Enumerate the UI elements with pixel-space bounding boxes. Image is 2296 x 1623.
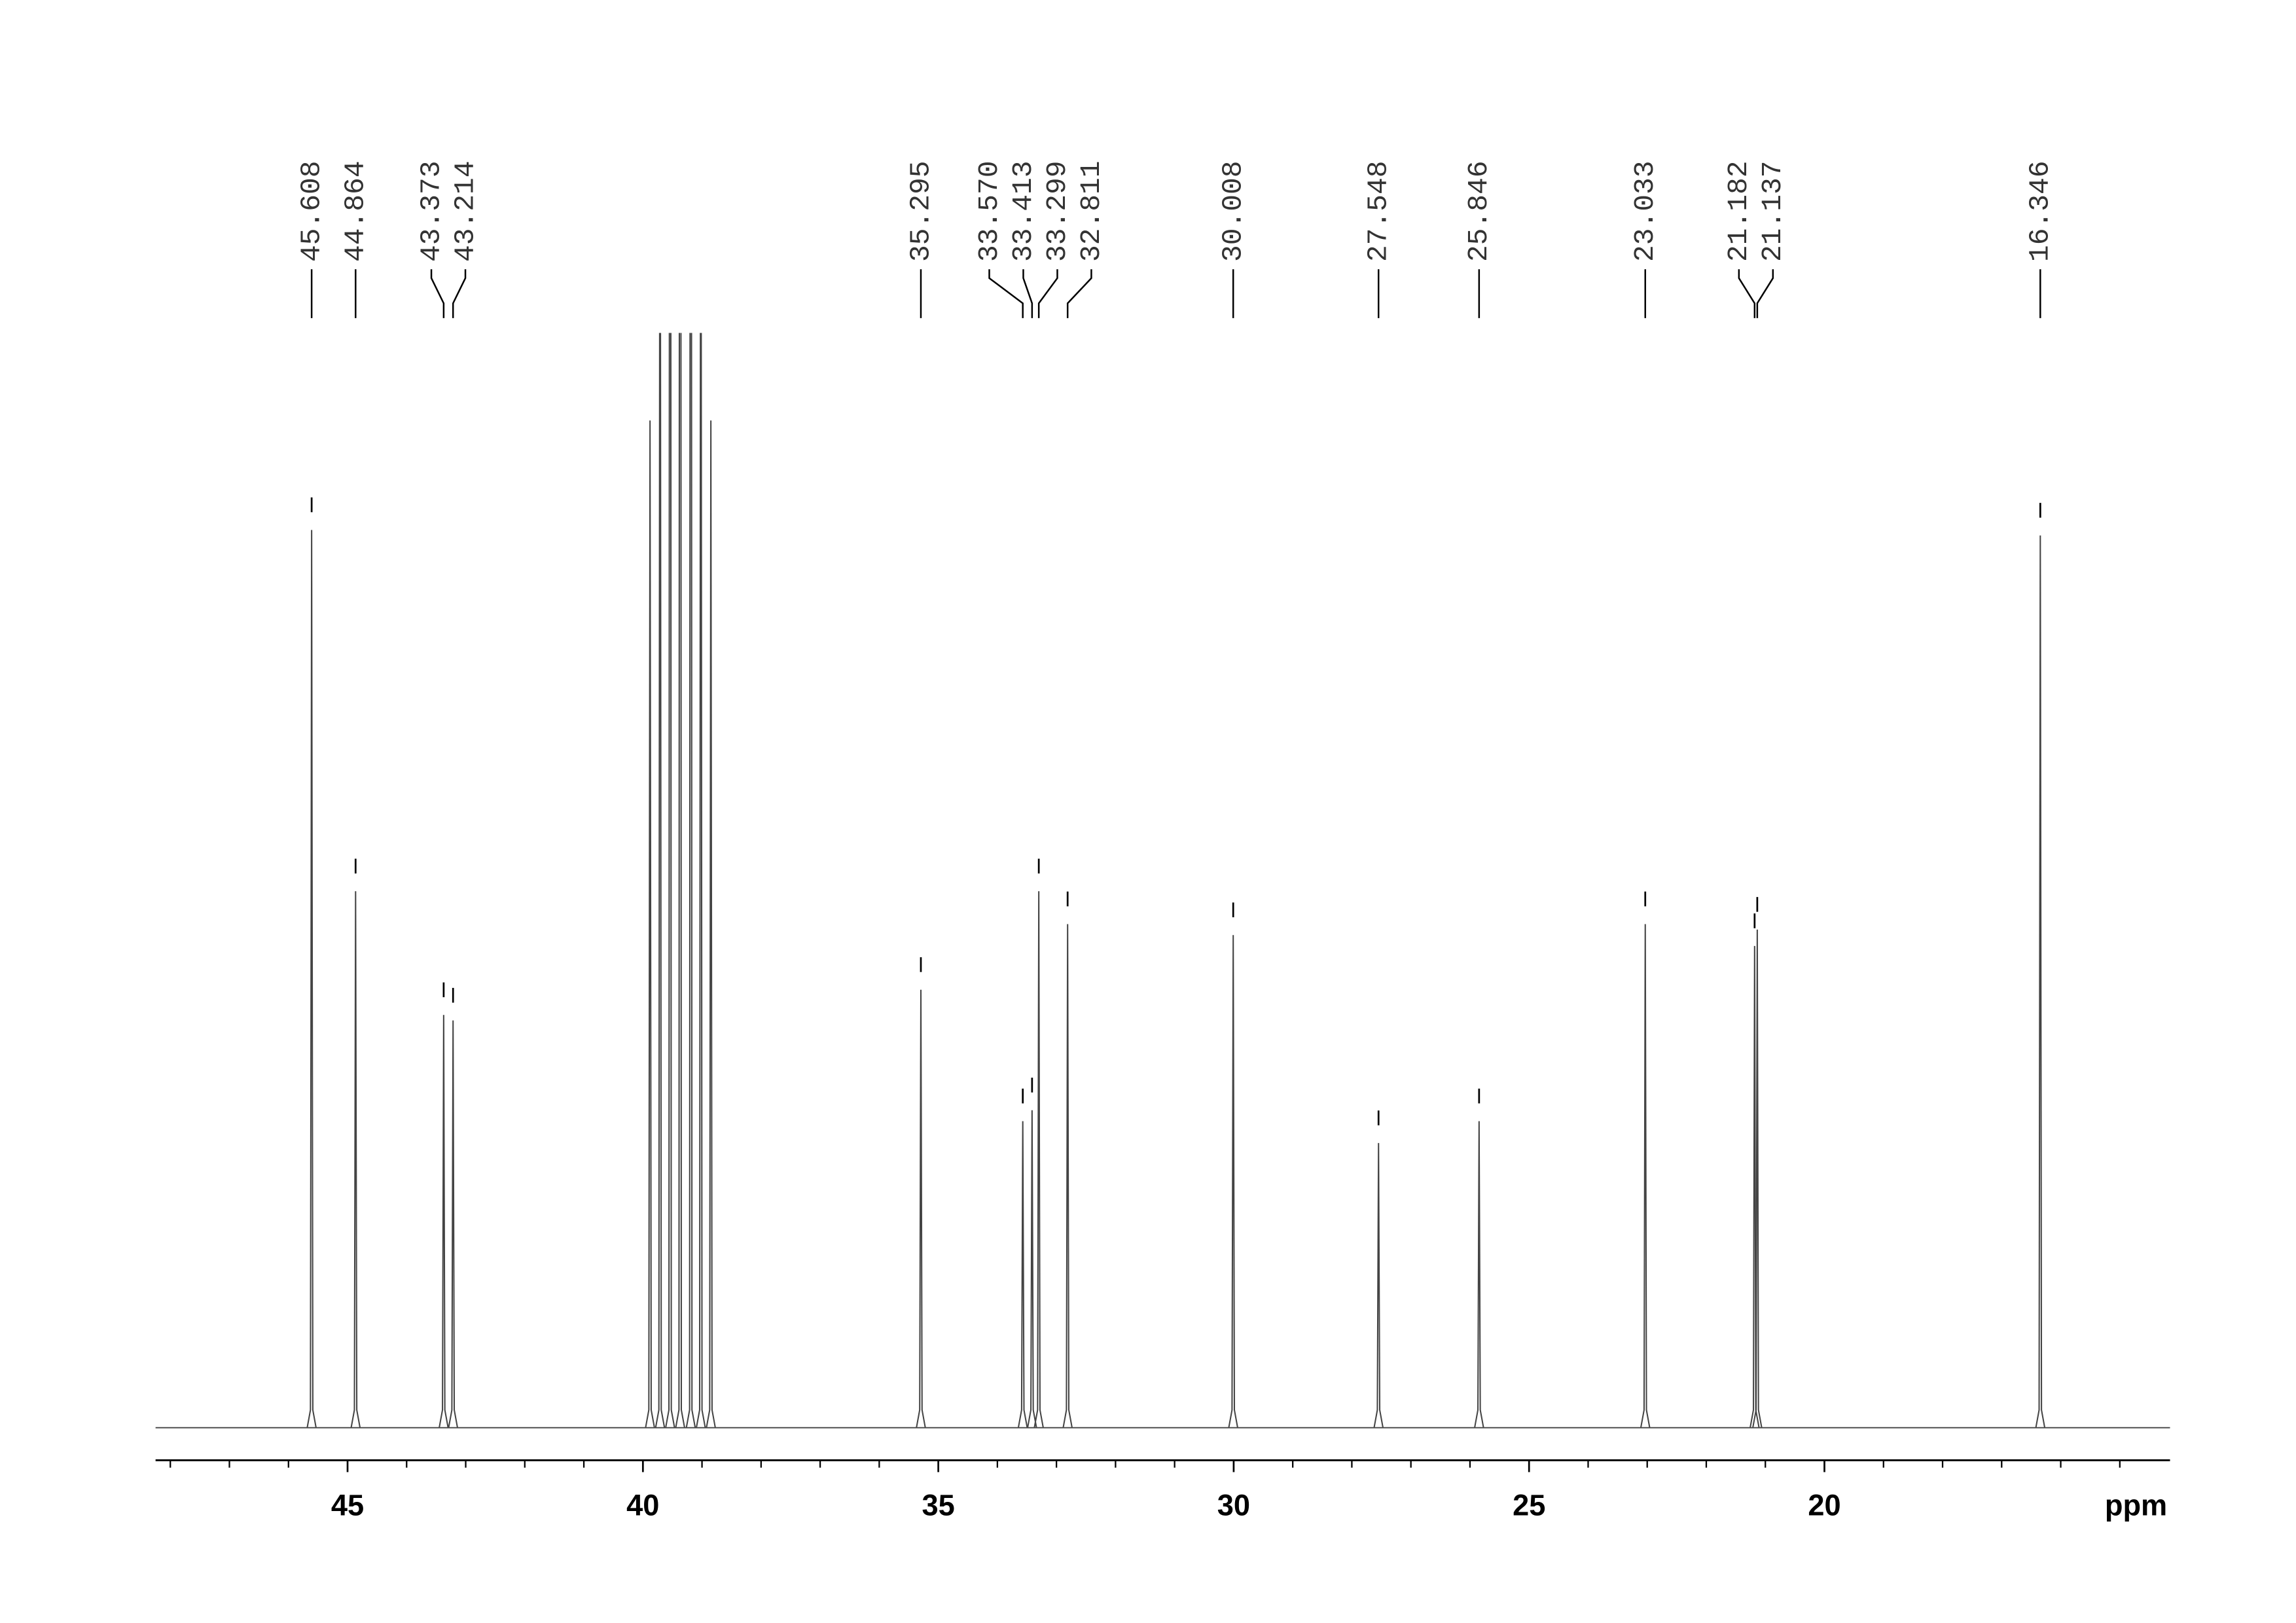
peak-label-connector: [1037, 269, 1058, 318]
peak-label: 45.608: [295, 160, 327, 262]
peak: [1228, 935, 1238, 1428]
peak: [1749, 945, 1760, 1428]
peak: [448, 1020, 459, 1428]
peak-label-connector: [1066, 269, 1092, 318]
solvent-peak: [695, 333, 706, 1428]
peak: [1062, 924, 1073, 1428]
peak-label: 33.299: [1041, 160, 1073, 262]
solvent-peak: [685, 333, 696, 1428]
peak-label-connector: [430, 269, 445, 318]
peak-label: 27.548: [1363, 160, 1395, 262]
peak-label: 32.811: [1075, 160, 1107, 262]
peak: [1373, 1142, 1384, 1428]
x-tick-label: 30: [1217, 1489, 1250, 1522]
peak: [350, 891, 361, 1428]
plot-area: [155, 333, 2170, 1429]
peak: [439, 1015, 449, 1428]
x-tick-label: 45: [331, 1489, 364, 1522]
solvent-peak: [645, 420, 655, 1428]
x-tick-label: 25: [1513, 1489, 1545, 1522]
peak-label: 30.008: [1217, 160, 1249, 262]
peak-label-connector: [452, 269, 467, 318]
peak: [2035, 535, 2046, 1428]
peak-label-connector: [988, 269, 1024, 318]
x-tick-label: 35: [922, 1489, 954, 1522]
peak: [306, 530, 317, 1428]
x-tick-label: 40: [626, 1489, 659, 1522]
solvent-peak: [655, 333, 666, 1428]
solvent-peak: [706, 420, 716, 1428]
peak: [1474, 1121, 1484, 1428]
peak-label-connector: [1756, 269, 1774, 318]
peak: [1017, 1121, 1028, 1428]
peak: [1640, 924, 1651, 1428]
peak-label: 25.846: [1463, 160, 1495, 262]
x-tick-label: 20: [1808, 1489, 1840, 1522]
peak: [1027, 1110, 1037, 1428]
peak-label-connector: [1738, 269, 1756, 318]
peak-label: 16.346: [2024, 160, 2056, 262]
solvent-peak: [675, 333, 685, 1428]
peak-label: 23.033: [1629, 160, 1661, 262]
peak-label: 35.295: [905, 160, 937, 262]
peak-label: 43.373: [415, 160, 447, 262]
peak-label: 21.182: [1723, 160, 1755, 262]
peak-label: 43.214: [449, 160, 481, 262]
peak-label: 21.137: [1757, 160, 1789, 262]
peak-label: 33.413: [1007, 160, 1039, 262]
x-axis-label: ppm: [2105, 1489, 2167, 1522]
peak: [916, 989, 926, 1428]
peak-label-connector: [1022, 269, 1033, 318]
peak: [1752, 929, 1763, 1428]
solvent-peak: [665, 333, 675, 1428]
peak: [1033, 891, 1044, 1428]
peak-label: 33.570: [973, 160, 1005, 262]
peak-label: 44.864: [340, 160, 372, 262]
